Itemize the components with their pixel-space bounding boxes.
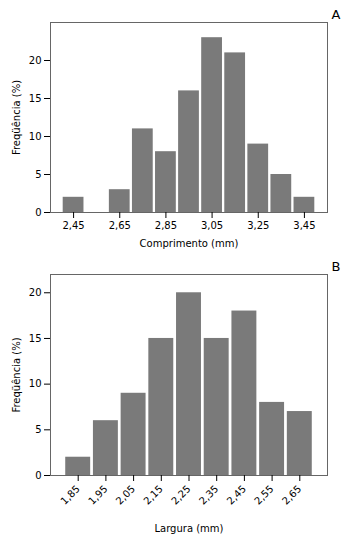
svg-text:Freqüência (%): Freqüência (%)	[11, 337, 22, 412]
svg-text:5: 5	[35, 169, 41, 180]
svg-text:2,55: 2,55	[252, 483, 276, 507]
svg-text:10: 10	[29, 131, 42, 142]
svg-text:2,65: 2,65	[280, 483, 304, 507]
svg-text:1,85: 1,85	[58, 483, 82, 507]
svg-text:Freqüência (%): Freqüência (%)	[11, 80, 22, 155]
svg-text:2,45: 2,45	[225, 483, 249, 507]
svg-text:3,25: 3,25	[247, 220, 269, 231]
svg-text:1,95: 1,95	[86, 483, 110, 507]
svg-text:10: 10	[29, 378, 42, 389]
svg-text:2,45: 2,45	[62, 220, 84, 231]
svg-text:2,35: 2,35	[197, 483, 221, 507]
svg-text:2,85: 2,85	[155, 220, 177, 231]
svg-text:20: 20	[29, 287, 42, 298]
svg-text:0: 0	[35, 470, 41, 481]
svg-text:B: B	[332, 259, 341, 274]
svg-text:Largura (mm): Largura (mm)	[154, 523, 223, 534]
svg-text:2,65: 2,65	[109, 220, 131, 231]
svg-text:A: A	[332, 7, 341, 22]
svg-text:Comprimento (mm): Comprimento (mm)	[140, 238, 239, 249]
svg-text:2,15: 2,15	[141, 483, 165, 507]
svg-text:20: 20	[29, 55, 42, 66]
svg-text:3,45: 3,45	[293, 220, 315, 231]
svg-text:0: 0	[35, 207, 41, 218]
svg-text:2,25: 2,25	[169, 483, 193, 507]
svg-text:5: 5	[35, 424, 41, 435]
svg-text:3,05: 3,05	[201, 220, 223, 231]
svg-text:15: 15	[29, 333, 42, 344]
svg-text:2,05: 2,05	[114, 483, 138, 507]
svg-text:15: 15	[29, 93, 42, 104]
